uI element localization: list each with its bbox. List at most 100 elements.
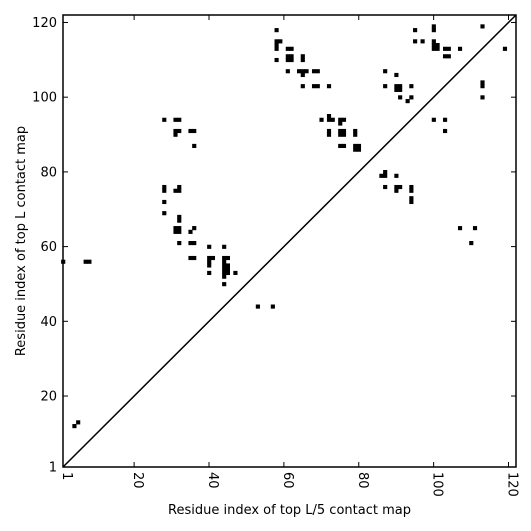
contact-cell-upper: [383, 69, 388, 74]
contact-cell-upper: [431, 24, 436, 29]
contact-cell-upper: [278, 39, 283, 44]
contact-cell-lower: [225, 255, 230, 261]
contact-cell-upper: [338, 121, 343, 126]
contact-cell-upper: [394, 188, 399, 193]
contact-cell-upper: [326, 84, 332, 89]
contact-cell-lower: [207, 244, 212, 249]
contact-cell-upper: [338, 132, 343, 137]
contact-cell-upper: [480, 95, 485, 100]
contact-cell-upper: [398, 84, 403, 89]
contact-cell-upper: [435, 46, 440, 51]
x-tick-label: 80: [355, 472, 370, 489]
contact-cell-upper: [330, 117, 335, 122]
contact-cell-lower: [162, 199, 167, 205]
contact-cell-upper: [353, 147, 358, 152]
contact-cell-upper: [420, 39, 425, 44]
contact-cell-lower: [233, 270, 238, 276]
contact-cell-upper: [398, 184, 403, 190]
contact-cell-upper: [289, 54, 294, 59]
contact-cell-lower: [162, 117, 167, 122]
contact-cell-upper: [311, 84, 317, 89]
contact-cell-upper: [285, 54, 290, 59]
x-tick-label: 100: [430, 472, 445, 497]
contact-cell-lower: [225, 267, 230, 272]
contact-cell-lower: [207, 259, 212, 264]
y-tick-label: 100: [32, 91, 57, 106]
contact-cell-upper: [326, 128, 332, 134]
contact-cell-upper: [326, 113, 332, 119]
contact-cell-upper: [319, 117, 324, 122]
contact-cell-upper: [87, 259, 92, 264]
y-tick-label: 120: [32, 16, 57, 31]
contact-cell-lower: [270, 304, 275, 309]
contact-cell-upper: [413, 39, 418, 44]
contact-cell-lower: [173, 117, 178, 122]
contact-cell-lower: [222, 270, 227, 276]
contact-cell-upper: [353, 143, 358, 149]
contact-cell-upper: [289, 57, 294, 63]
contact-cell-upper: [383, 170, 388, 175]
plot-frame: [62, 14, 517, 468]
contact-cell-upper: [304, 69, 309, 74]
contact-cell-lower: [173, 132, 178, 137]
contact-cell-lower: [255, 304, 260, 309]
contact-cell-upper: [338, 128, 343, 134]
contact-cell-lower: [192, 255, 197, 261]
contact-cell-lower: [222, 282, 227, 287]
contact-cell-lower: [188, 229, 193, 234]
contact-cell-lower: [177, 117, 182, 122]
contact-cell-upper: [442, 54, 448, 59]
contact-cell-upper: [285, 57, 290, 63]
contact-cell-lower: [72, 424, 77, 429]
contact-cell-upper: [394, 184, 399, 190]
x-tick-label: 40: [205, 472, 220, 489]
contact-cell-lower: [177, 184, 182, 190]
contact-cell-upper: [472, 226, 478, 231]
contact-cell-upper: [300, 54, 305, 59]
contact-cell-upper: [383, 173, 388, 178]
contact-cell-upper: [274, 28, 279, 33]
x-tick-label: 1: [59, 472, 74, 480]
contact-cell-lower: [173, 188, 178, 193]
contact-cell-lower: [222, 274, 227, 279]
contact-cell-upper: [341, 128, 347, 134]
contact-cell-lower: [210, 255, 216, 261]
contact-cell-upper: [296, 69, 302, 74]
contact-cell-upper: [311, 69, 317, 74]
contact-cell-upper: [285, 69, 290, 74]
contact-cell-upper: [383, 184, 388, 190]
contact-cell-upper: [409, 188, 414, 193]
contact-cell-upper: [353, 132, 358, 137]
contact-cell-upper: [394, 84, 399, 89]
contact-cell-lower: [192, 241, 197, 246]
contact-cell-upper: [338, 117, 343, 122]
contact-cell-lower: [207, 263, 212, 268]
contact-cell-upper: [431, 39, 436, 44]
contact-cell-upper: [442, 46, 448, 51]
contact-cell-lower: [222, 255, 227, 261]
y-tick-label: 20: [40, 390, 57, 405]
contact-cell-upper: [353, 128, 358, 134]
contact-cell-upper: [326, 132, 332, 137]
contact-cell-upper: [409, 196, 414, 201]
contact-cell-lower: [188, 241, 193, 246]
contact-cell-upper: [274, 39, 279, 44]
contact-cell-upper: [274, 43, 279, 48]
contact-cell-upper: [431, 117, 436, 122]
contact-cell-lower: [225, 263, 230, 268]
contact-cell-upper: [413, 28, 418, 33]
contact-cell-lower: [207, 255, 212, 261]
contact-cell-upper: [326, 117, 332, 122]
contact-cell-upper: [285, 46, 290, 51]
contact-cell-lower: [76, 420, 81, 425]
contact-cell-upper: [341, 132, 347, 137]
contact-cell-upper: [409, 199, 414, 205]
contact-cell-upper: [398, 87, 403, 92]
contact-cell-upper: [274, 57, 279, 63]
contact-cell-upper: [300, 72, 305, 78]
contact-cell-lower: [188, 128, 193, 134]
contact-cell-upper: [480, 80, 485, 85]
contact-cell-lower: [192, 143, 197, 149]
